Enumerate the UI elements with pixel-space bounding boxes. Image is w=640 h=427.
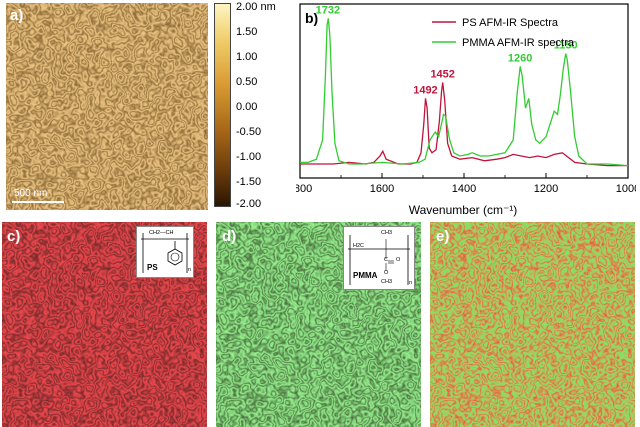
x-tick-label: 1200 [534,183,558,195]
panel-label-a: a) [10,7,24,24]
scale-bar-label: 500 nm [14,188,48,199]
pmma-structure: CH3 H2C C O O CH3 PMMA n [343,226,415,290]
pmma-ch3-bottom: CH3 [381,279,393,285]
afm-ir-spectra-chart: 1800 1600 1400 1200 1000 1732 1492 1452 1260 115… [296,3,636,195]
colorbar-tick: 0.00 [236,101,258,113]
x-tick-label: 1600 [370,183,394,195]
pmma-h2c: H2C [353,243,365,249]
peak-label: 1732 [316,4,340,16]
ps-structure-drawing [141,233,189,273]
colorbar-tick: 2.00 nm [236,1,276,13]
ps-backbone-label: CH2—CH [149,230,174,236]
pmma-subscript: n [409,280,413,286]
colorbar-tick: -1.50 [236,176,262,188]
panel-label-c: c) [7,228,21,245]
pmma-c: C [384,257,388,263]
colorbar-tick: 1.00 [236,51,258,63]
afm-pattern [6,3,208,210]
legend-label: PMMA AFM-IR spectra [462,37,575,49]
overlay-map [430,222,635,427]
x-tick-label: 1800 [296,183,312,195]
ps-subscript: n [188,267,192,273]
peak-label: 1260 [508,52,532,64]
x-axis-label: Wavenumber (cm⁻¹) [408,203,518,217]
overlay-pattern [430,222,635,427]
x-tick-label: 1000 [616,183,636,195]
x-tick-label: 1400 [452,183,476,195]
pmma-o-double: O [396,257,401,263]
panel-label-e: e) [436,228,450,245]
plot-frame [299,3,629,179]
series-line-pmma [300,18,629,167]
colorbar-tick: -1.00 [236,151,262,163]
peak-label: 1492 [413,84,437,96]
peak-label: 1452 [430,68,454,80]
colorbar-tick: -2.00 [236,198,262,210]
ps-structure: CH2—CH PS n [136,226,194,278]
scale-bar [12,201,64,203]
colorbar-tick: 1.50 [236,26,258,38]
peak-label: 1150 [554,40,578,52]
colorbar-tick: 0.50 [236,76,258,88]
colorbar [214,3,231,207]
panel-label-b: b) [305,10,319,26]
panel-label-d: d) [222,228,237,245]
pmma-structure-drawing [348,235,410,285]
series-line-ps [300,82,628,167]
legend-label: PS AFM-IR Spectra [462,17,559,29]
ps-name: PS [147,263,158,272]
pmma-name: PMMA [353,271,378,280]
pmma-o-single: O [384,270,389,276]
pmma-ch3-top: CH3 [381,230,393,236]
afm-topography-image [6,3,208,210]
colorbar-tick: -0.50 [236,126,262,138]
